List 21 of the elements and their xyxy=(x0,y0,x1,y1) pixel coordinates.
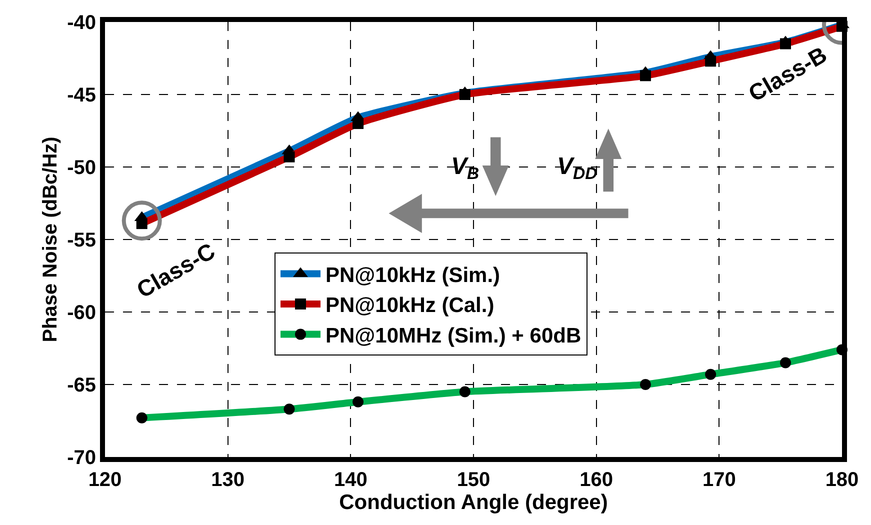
x-tick-label: 170 xyxy=(702,469,736,491)
legend-label: PN@10kHz (Cal.) xyxy=(326,294,494,318)
x-axis-title: Conduction Angle (degree) xyxy=(339,491,608,514)
y-tick-label: -45 xyxy=(67,84,96,106)
y-tick-label: -70 xyxy=(67,447,96,469)
x-tick-label: 150 xyxy=(456,469,490,491)
y-axis-title: Phase Noise (dBc/Hz) xyxy=(40,136,62,342)
y-tick-label: -40 xyxy=(67,12,96,34)
annotation: V$_{DD}$ xyxy=(557,153,598,184)
y-tick-label: -65 xyxy=(67,374,96,396)
x-tick-label: 180 xyxy=(825,469,859,491)
legend-label: PN@10MHz (Sim.) + 60dB xyxy=(326,324,582,348)
x-tick-label: 140 xyxy=(334,469,368,491)
y-tick-label: -60 xyxy=(67,302,96,324)
annotation: V$_{B}$ xyxy=(451,153,480,184)
y-tick-label: -55 xyxy=(67,230,96,252)
x-tick-label: 160 xyxy=(580,469,614,491)
x-tick-label: 120 xyxy=(88,469,122,491)
y-tick-label: -50 xyxy=(67,157,96,179)
legend-label: PN@10kHz (Sim.) xyxy=(326,264,500,287)
x-tick-label: 130 xyxy=(211,469,245,491)
